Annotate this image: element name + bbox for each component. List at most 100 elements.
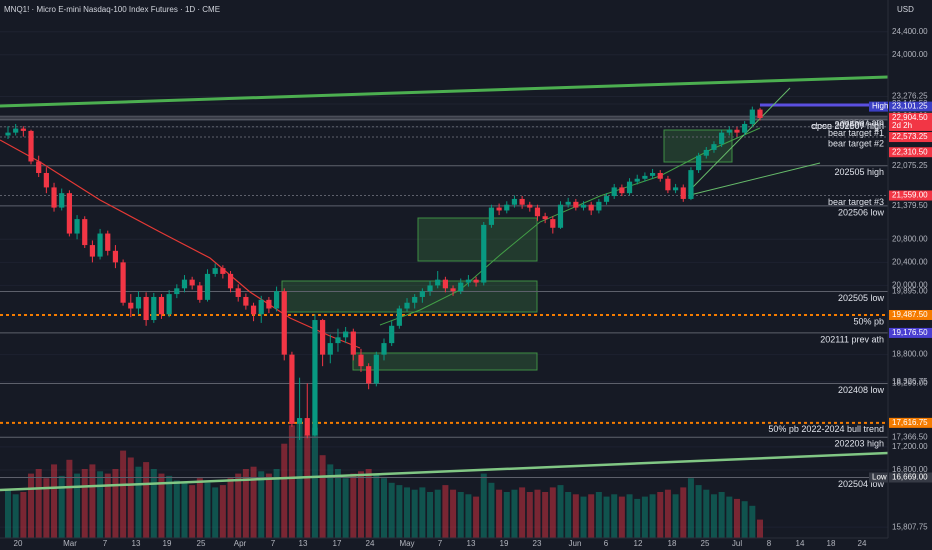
- x-tick-label: 7: [271, 539, 276, 548]
- price-badge: [889, 327, 932, 338]
- candle-body: [649, 172, 656, 176]
- volume-bar: [404, 487, 411, 538]
- volume-bar: [28, 473, 35, 538]
- volume-bar: [557, 485, 564, 538]
- candle-body: [419, 291, 425, 297]
- volume-bar: [127, 457, 134, 538]
- volume-bar: [695, 485, 702, 538]
- candle-body: [435, 279, 441, 286]
- volume-bar: [618, 496, 625, 538]
- x-tick-label: 25: [197, 539, 206, 548]
- volume-bar: [749, 505, 756, 538]
- x-tick-label: 18: [668, 539, 677, 548]
- candle-body: [13, 128, 19, 133]
- volume-bar: [58, 475, 65, 538]
- x-tick-label: Jul: [732, 539, 742, 548]
- candle-body: [143, 296, 149, 321]
- volume-bar: [281, 443, 288, 538]
- volume-bar: [12, 494, 19, 538]
- volume-bar: [419, 487, 426, 538]
- level-label: 202111 prev ath: [820, 334, 884, 344]
- candle-body: [603, 196, 610, 202]
- volume-bar: [580, 496, 587, 538]
- candle-body: [757, 109, 763, 118]
- y-tick-label: 21,379.50: [892, 201, 928, 210]
- level-label: 202507 ath: [839, 118, 884, 128]
- price-badge-label: 22,904.50: [892, 113, 928, 122]
- candle-body: [557, 204, 564, 228]
- price-badge-label: 19,176.50: [892, 328, 928, 337]
- volume-bar: [158, 473, 165, 538]
- price-badge: [889, 101, 932, 112]
- candle-body: [28, 130, 34, 162]
- x-tick-label: 23: [533, 539, 542, 548]
- candle-body: [335, 337, 341, 344]
- candle-body: [358, 354, 364, 367]
- trendline: [0, 451, 889, 492]
- volume-bar: [212, 487, 219, 538]
- volume-bar: [5, 489, 11, 538]
- candle-body: [74, 219, 80, 234]
- volume-bar: [381, 478, 387, 538]
- level-label: 202504 low: [838, 479, 885, 489]
- y-tick-label: 18,326.75: [892, 377, 928, 386]
- volume-bar: [519, 487, 526, 538]
- candle-body: [5, 132, 11, 136]
- candle-body: [412, 296, 418, 303]
- candle-body: [166, 294, 172, 315]
- volume-bar: [641, 496, 648, 538]
- volume-bar: [166, 475, 173, 538]
- volume-bar: [634, 498, 641, 538]
- candle-body: [197, 285, 203, 300]
- candle-body: [688, 170, 694, 199]
- volume-bar: [427, 492, 434, 538]
- volume-bar: [657, 492, 664, 538]
- volume-bar: [726, 496, 733, 538]
- candle-body: [611, 187, 617, 197]
- volume-bar: [473, 496, 480, 538]
- x-tick-label: 13: [467, 539, 476, 548]
- candle-body: [619, 187, 625, 194]
- candle-body: [250, 305, 257, 315]
- channel-line: [689, 87, 791, 191]
- candle-body: [496, 207, 502, 211]
- x-tick-label: 7: [438, 539, 443, 548]
- volume-bar: [465, 494, 472, 538]
- volume-bar: [526, 492, 533, 538]
- volume-bar: [350, 473, 357, 538]
- candle-body: [580, 204, 587, 208]
- y-tick-label: 24,400.00: [892, 27, 928, 36]
- volume-bar: [703, 489, 710, 538]
- candle-body: [20, 128, 26, 131]
- x-tick-label: Mar: [63, 539, 77, 548]
- volume-bar: [488, 482, 495, 538]
- y-tick-label: 23,276.25: [892, 92, 928, 101]
- x-tick-label: 6: [604, 539, 609, 548]
- level-label: open 202507 high: [812, 121, 884, 131]
- candle-body: [665, 178, 671, 191]
- candle-body: [634, 178, 640, 182]
- volume-bar: [595, 492, 602, 538]
- volume-bar: [250, 466, 257, 538]
- volume-bar: [334, 469, 341, 538]
- candle-body: [672, 187, 679, 191]
- volume-bar: [396, 485, 403, 538]
- price-badge: [889, 417, 932, 428]
- y-tick-label: 18,800.00: [892, 350, 928, 359]
- level-label: 202506 high: [834, 119, 884, 129]
- candle-body: [473, 279, 479, 283]
- candle-body: [565, 201, 571, 205]
- volume-bar: [288, 425, 295, 538]
- level-label: 202505 low: [838, 293, 885, 303]
- volume-bar: [718, 492, 725, 538]
- candle-body: [703, 149, 709, 156]
- x-tick-label: Apr: [234, 539, 247, 548]
- x-tick-label: Jun: [569, 539, 582, 548]
- candle-body: [488, 207, 495, 225]
- price-badge-label: 21,559.00: [892, 191, 928, 200]
- x-tick-label: 12: [634, 539, 643, 548]
- candle-body: [534, 207, 541, 217]
- candle-body: [51, 187, 57, 208]
- x-tick-label: 8: [767, 539, 772, 548]
- x-tick-label: 14: [796, 539, 805, 548]
